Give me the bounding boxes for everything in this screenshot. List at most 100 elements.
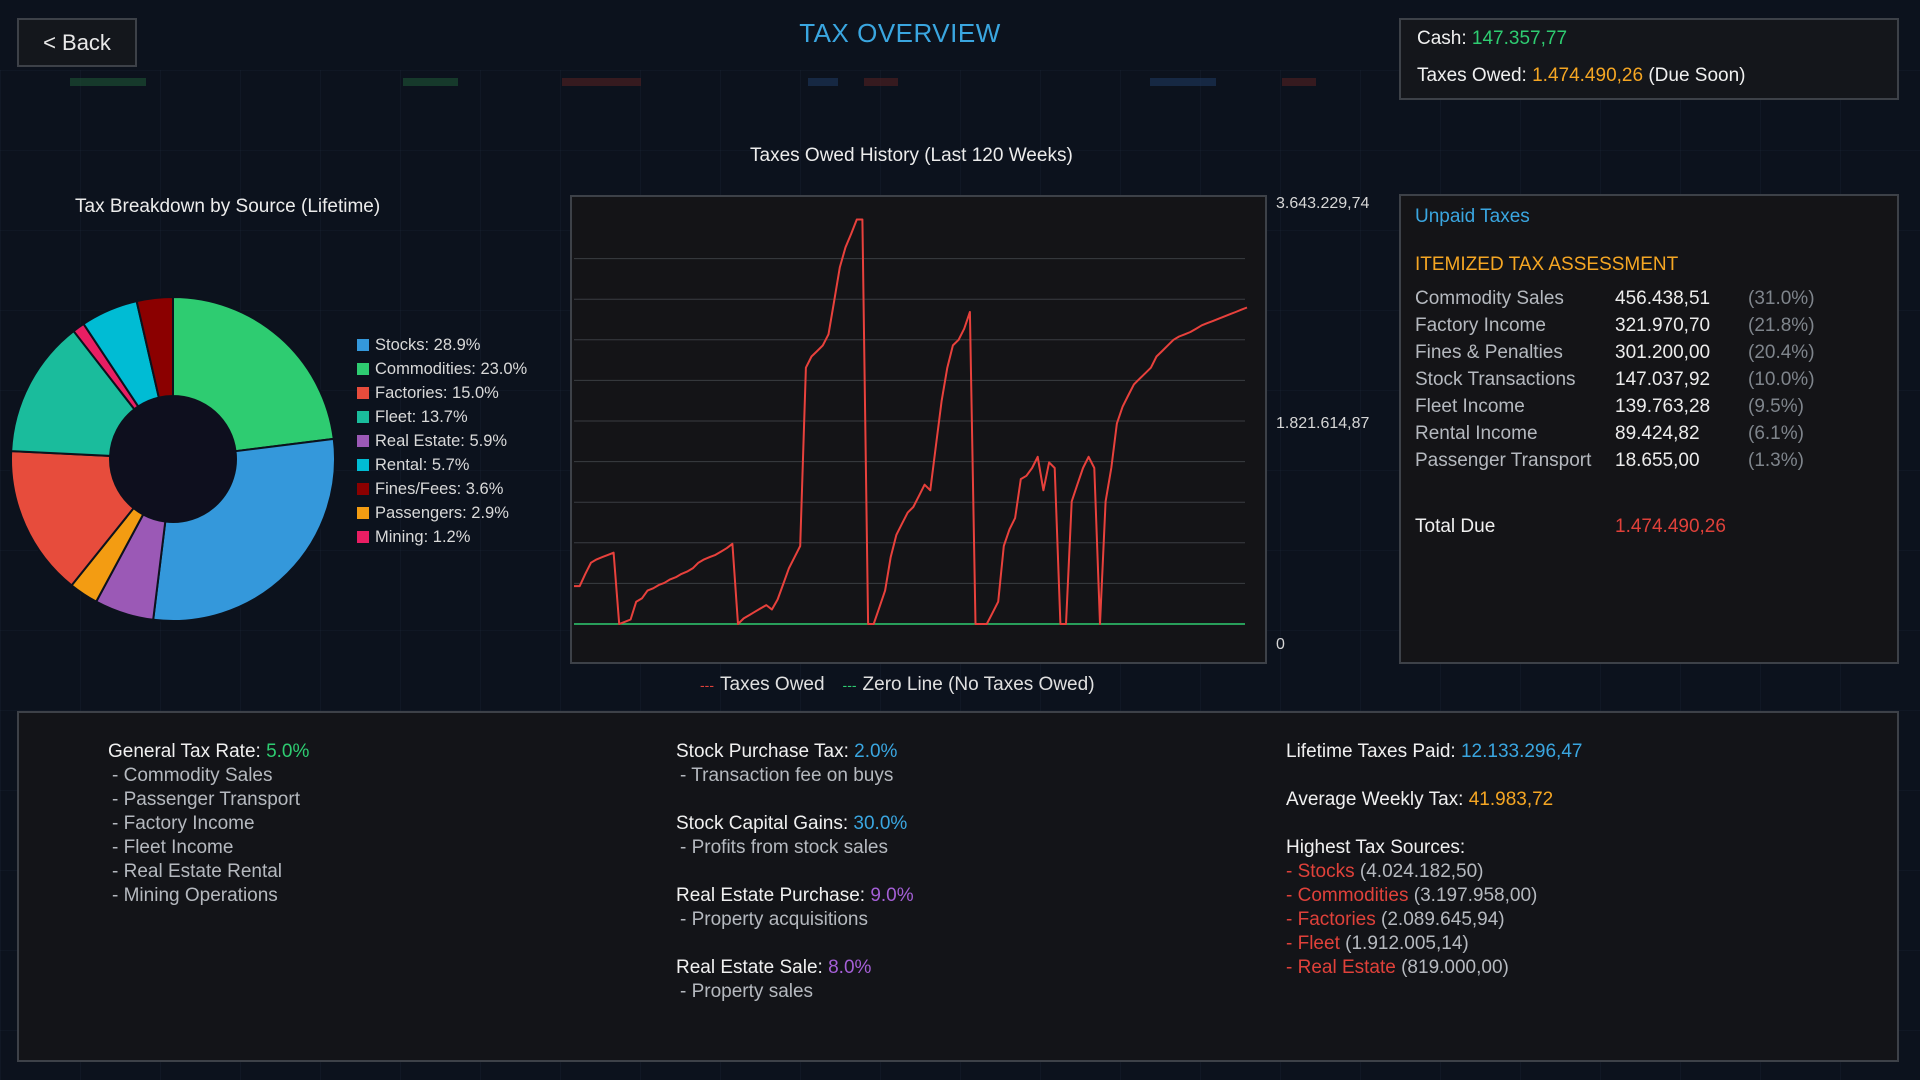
- legend-label: Stocks: 28.9%: [375, 335, 481, 354]
- tax-source-percent: (9.5%): [1748, 396, 1804, 417]
- re-purchase-desc: - Property acquisitions: [680, 909, 868, 930]
- tax-source-name: Rental Income: [1415, 423, 1538, 444]
- background-decoration: [1282, 78, 1316, 86]
- highest-source-value: (819.000,00): [1401, 957, 1509, 978]
- tax-source-percent: (20.4%): [1748, 342, 1815, 363]
- legend-swatch: [357, 339, 369, 351]
- re-purchase-label: Real Estate Purchase:: [676, 885, 866, 906]
- legend-swatch: [357, 411, 369, 423]
- legend-label: Passengers: 2.9%: [375, 503, 509, 522]
- legend-swatch: [357, 531, 369, 543]
- general-rate-item: - Passenger Transport: [112, 789, 300, 810]
- total-due-label: Total Due: [1415, 516, 1496, 537]
- lifetime-taxes-line: Lifetime Taxes Paid: 12.133.296,47: [1286, 740, 1582, 764]
- re-purchase-line: Real Estate Purchase: 9.0%: [676, 884, 914, 908]
- itemized-tax-row: Fines & Penalties 301.200,00 (20.4%): [1415, 342, 1885, 369]
- tax-source-amount: 139.763,28: [1615, 396, 1711, 417]
- unpaid-taxes-panel: Unpaid Taxes ITEMIZED TAX ASSESSMENT Com…: [1399, 194, 1899, 664]
- highest-sources-list: - Stocks (4.024.182,50) - Commodities (3.…: [1286, 860, 1582, 980]
- legend-item: Fleet: 13.7%: [357, 405, 527, 429]
- avg-weekly-value: 41.983,72: [1468, 789, 1554, 810]
- highest-source-value: (1.912.005,14): [1345, 933, 1469, 954]
- legend-item: Passengers: 2.9%: [357, 501, 527, 525]
- legend-zero-line: --- Zero Line (No Taxes Owed): [843, 674, 1095, 696]
- background-decoration: [1150, 78, 1216, 86]
- tax-source-percent: (10.0%): [1748, 369, 1815, 390]
- special-rates-column: Stock Purchase Tax: 2.0% - Transaction f…: [676, 740, 914, 1004]
- tax-source-name: Stock Transactions: [1415, 369, 1576, 390]
- legend-item: Rental: 5.7%: [357, 453, 527, 477]
- tax-source-name: Commodity Sales: [1415, 288, 1564, 309]
- re-sale-line: Real Estate Sale: 8.0%: [676, 956, 914, 980]
- stock-gains-label: Stock Capital Gains:: [676, 813, 849, 834]
- legend-item: Real Estate: 5.9%: [357, 429, 527, 453]
- itemized-tax-row: Fleet Income 139.763,28 (9.5%): [1415, 396, 1885, 423]
- general-rate-line: General Tax Rate: 5.0%: [108, 740, 309, 764]
- spacer: [676, 932, 914, 956]
- highest-source-value: (3.197.958,00): [1413, 885, 1538, 906]
- legend-label: Taxes Owed: [720, 674, 825, 695]
- tax-rates-panel: General Tax Rate: 5.0% - Commodity Sales…: [17, 711, 1899, 1062]
- itemized-tax-row: Commodity Sales 456.438,51 (31.0%): [1415, 288, 1885, 315]
- avg-weekly-label: Average Weekly Tax:: [1286, 789, 1464, 810]
- y-tick-label: 0: [1276, 636, 1285, 653]
- tax-source-name: Factory Income: [1415, 315, 1546, 336]
- legend-item: Factories: 15.0%: [357, 381, 527, 405]
- highest-source-name: - Stocks: [1286, 861, 1355, 882]
- background-decoration: [403, 78, 458, 86]
- general-rate-item: - Mining Operations: [112, 885, 278, 906]
- background-decoration: [70, 78, 146, 86]
- highest-source-value: (2.089.645,94): [1381, 909, 1505, 930]
- back-button[interactable]: < Back: [17, 18, 137, 67]
- lifetime-taxes-value: 12.133.296,47: [1460, 741, 1583, 762]
- stock-gains-value: 30.0%: [853, 813, 908, 834]
- line-chart-title: Taxes Owed History (Last 120 Weeks): [750, 145, 1073, 166]
- general-rate-value: 5.0%: [266, 741, 310, 762]
- legend-label: Factories: 15.0%: [375, 383, 499, 402]
- legend-item: Fines/Fees: 3.6%: [357, 477, 527, 501]
- general-rate-item: - Fleet Income: [112, 837, 234, 858]
- tax-source-amount: 147.037,92: [1615, 369, 1711, 390]
- stock-purchase-desc: - Transaction fee on buys: [680, 765, 894, 786]
- background-decoration: [562, 78, 641, 86]
- tax-source-percent: (31.0%): [1748, 288, 1815, 309]
- stock-gains-line: Stock Capital Gains: 30.0%: [676, 812, 914, 836]
- legend-taxes-owed: --- Taxes Owed: [700, 674, 825, 696]
- legend-swatch: [357, 459, 369, 471]
- legend-item: Commodities: 23.0%: [357, 357, 527, 381]
- pie-chart: [8, 294, 338, 624]
- pie-chart-legend: Stocks: 28.9% Commodities: 23.0% Factories…: [357, 333, 527, 549]
- taxes-owed-note: (Due Soon): [1648, 65, 1746, 86]
- tax-source-name: Fines & Penalties: [1415, 342, 1563, 363]
- legend-item: Stocks: 28.9%: [357, 333, 527, 357]
- taxes-owed-row: Taxes Owed: 1.474.490,26 (Due Soon): [1417, 65, 1746, 87]
- taxes-owed-label: Taxes Owed:: [1417, 65, 1527, 86]
- legend-label: Mining: 1.2%: [375, 527, 471, 546]
- legend-item: Mining: 1.2%: [357, 525, 527, 549]
- tax-source-percent: (21.8%): [1748, 315, 1815, 336]
- stock-purchase-label: Stock Purchase Tax:: [676, 741, 849, 762]
- pie-chart-svg: [10, 295, 336, 622]
- legend-swatch: [357, 483, 369, 495]
- legend-label: Zero Line (No Taxes Owed): [862, 674, 1095, 695]
- general-rate-item: - Factory Income: [112, 813, 255, 834]
- tax-source-percent: (1.3%): [1748, 450, 1804, 471]
- highest-source-item: - Factories (2.089.645,94): [1286, 908, 1582, 932]
- lifetime-taxes-label: Lifetime Taxes Paid:: [1286, 741, 1456, 762]
- tax-source-name: Fleet Income: [1415, 396, 1525, 417]
- tax-source-amount: 301.200,00: [1615, 342, 1711, 363]
- avg-weekly-line: Average Weekly Tax: 41.983,72: [1286, 788, 1582, 812]
- legend-swatch: [357, 387, 369, 399]
- pie-center-hole: [110, 396, 236, 522]
- line-chart-legend: --- Taxes Owed --- Zero Line (No Taxes Owe…: [700, 674, 1095, 696]
- highest-source-item: - Commodities (3.197.958,00): [1286, 884, 1582, 908]
- legend-label: Real Estate: 5.9%: [375, 431, 508, 450]
- legend-label: Rental: 5.7%: [375, 455, 470, 474]
- general-rate-column: General Tax Rate: 5.0% - Commodity Sales…: [108, 740, 309, 908]
- total-due-value: 1.474.490,26: [1615, 516, 1726, 537]
- spacer: [1286, 812, 1582, 836]
- itemized-tax-row: Rental Income 89.424,82 (6.1%): [1415, 423, 1885, 450]
- page-title: TAX OVERVIEW: [799, 18, 1001, 48]
- pie-chart-title: Tax Breakdown by Source (Lifetime): [75, 196, 381, 217]
